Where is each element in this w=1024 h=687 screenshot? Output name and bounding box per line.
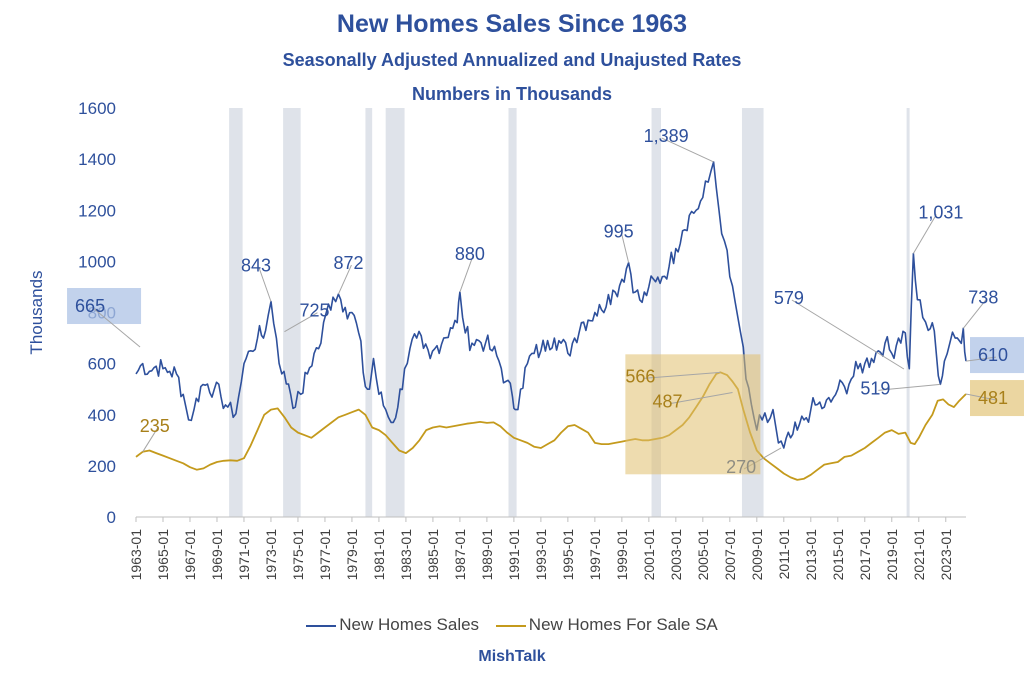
annotation-label: 610 (978, 345, 1008, 365)
x-tick-label: 2005-01 (695, 529, 711, 581)
annotation-leader-line (258, 267, 272, 302)
annotation-leader-line (965, 356, 997, 362)
x-tick-label: 1967-01 (182, 529, 198, 581)
y-tick-label: 1000 (78, 252, 116, 271)
x-tick-label: 1985-01 (425, 529, 441, 581)
x-tick-label: 2001-01 (641, 529, 657, 581)
annotation-leader-line (337, 264, 352, 295)
x-tick-label: 2017-01 (857, 529, 873, 581)
footer-brand: MishTalk (478, 648, 546, 665)
annotation-label: 725 (299, 301, 329, 321)
annotation-label: 843 (241, 256, 271, 276)
y-tick-label: 0 (107, 508, 116, 527)
recession-band-3 (385, 108, 405, 517)
x-tick-label: 1981-01 (371, 529, 387, 581)
annotation-label: 1,389 (644, 126, 689, 146)
x-tick-label: 2009-01 (749, 529, 765, 581)
annotation-highlight-box (67, 288, 142, 325)
x-tick-label: 1977-01 (317, 529, 333, 581)
x-tick-label: 1987-01 (452, 529, 468, 581)
legend-swatch-for-sale (495, 624, 526, 627)
annotation-leader-line (459, 255, 474, 293)
annotation-highlight-box (970, 337, 1024, 374)
y-tick-label: 1400 (78, 150, 116, 169)
y-tick-label: 1600 (78, 99, 116, 118)
series-line-new-homes-sales (135, 161, 967, 449)
annotation-label: 1,031 (918, 202, 963, 222)
series-line-new-homes-for-sale (135, 371, 967, 481)
annotation-leader-line (284, 312, 318, 333)
annotation-label: 738 (968, 287, 998, 307)
x-tick-label: 1989-01 (479, 529, 495, 581)
line-chart: 02004006008001000120014001600Thousands19… (27, 99, 1024, 581)
legend-item-sales: New Homes Sales (306, 615, 479, 635)
annotation-label: 995 (604, 222, 634, 242)
y-axis-label: Thousands (27, 270, 46, 354)
recession-band-1 (283, 108, 301, 517)
x-tick-label: 1969-01 (209, 529, 225, 581)
annotation-leader-line (791, 299, 905, 370)
recession-band-0 (229, 108, 243, 517)
chart-subtitle-units: Numbers in Thousands (411, 84, 613, 104)
x-tick-label: 1965-01 (155, 529, 171, 581)
x-tick-label: 1971-01 (236, 529, 252, 581)
legend-label-sales: New Homes Sales (339, 615, 480, 634)
annotation-leader-line (965, 393, 997, 401)
legend: New Homes Sales New Homes For Sale SA (0, 615, 1024, 635)
x-tick-label: 1997-01 (587, 529, 603, 581)
x-tick-label: 1999-01 (614, 529, 630, 581)
x-tick-label: 1975-01 (290, 529, 306, 581)
annotation-label: 481 (978, 388, 1008, 408)
y-tick-label: 400 (88, 406, 116, 425)
annotation-label: 487 (653, 392, 683, 412)
annotation-label: 880 (455, 244, 485, 264)
annotation-leader-line (621, 233, 630, 263)
y-tick-label: 600 (88, 355, 116, 374)
annotation-leader-line (92, 307, 141, 348)
x-tick-label: 1963-01 (128, 529, 144, 581)
annotation-leader-line (661, 137, 714, 163)
x-tick-label: 2023-01 (938, 529, 954, 581)
chart-subtitle: Seasonally Adjusted Annualized and Unaju… (282, 50, 742, 70)
legend-item-for-sale: New Homes For Sale SA (495, 615, 718, 635)
recession-band-2 (365, 108, 373, 517)
x-tick-label: 2021-01 (911, 529, 927, 581)
annotation-highlight-box (970, 380, 1024, 417)
x-tick-label: 1979-01 (344, 529, 360, 581)
recession-band-7 (906, 108, 910, 517)
legend-label-for-sale: New Homes For Sale SA (528, 615, 718, 634)
annotation-leader-line (670, 392, 733, 405)
recession-band-5 (651, 108, 661, 517)
x-tick-label: 1983-01 (398, 529, 414, 581)
annotation-label: 665 (75, 296, 105, 316)
annotation-label: 579 (774, 288, 804, 308)
y-tick-label: 200 (88, 457, 116, 476)
legend-swatch-sales (306, 624, 337, 627)
x-tick-label: 2015-01 (830, 529, 846, 581)
recession-band-4 (508, 108, 517, 517)
annotation-label: 872 (333, 253, 363, 273)
x-tick-label: 2011-01 (776, 529, 792, 580)
y-tick-label: 1200 (78, 201, 116, 220)
annotation-leader-line (912, 214, 937, 254)
annotation-leader-line (643, 371, 721, 379)
annotation-label: 566 (625, 366, 655, 386)
x-tick-label: 2003-01 (668, 529, 684, 581)
x-tick-label: 2007-01 (722, 529, 738, 581)
annotation-label: 235 (140, 416, 170, 436)
x-tick-label: 2013-01 (803, 529, 819, 581)
annotation-label: 519 (860, 378, 890, 398)
x-tick-label: 1973-01 (263, 529, 279, 581)
x-tick-label: 1993-01 (533, 529, 549, 581)
annotation-leader-line (878, 383, 941, 391)
x-tick-label: 1995-01 (560, 529, 576, 581)
annotation-leader-line (962, 299, 987, 329)
x-tick-label: 1991-01 (506, 529, 522, 581)
chart-title: New Homes Sales Since 1963 (336, 10, 688, 38)
annotation-leader-line (142, 427, 159, 453)
x-tick-label: 2019-01 (884, 529, 900, 581)
